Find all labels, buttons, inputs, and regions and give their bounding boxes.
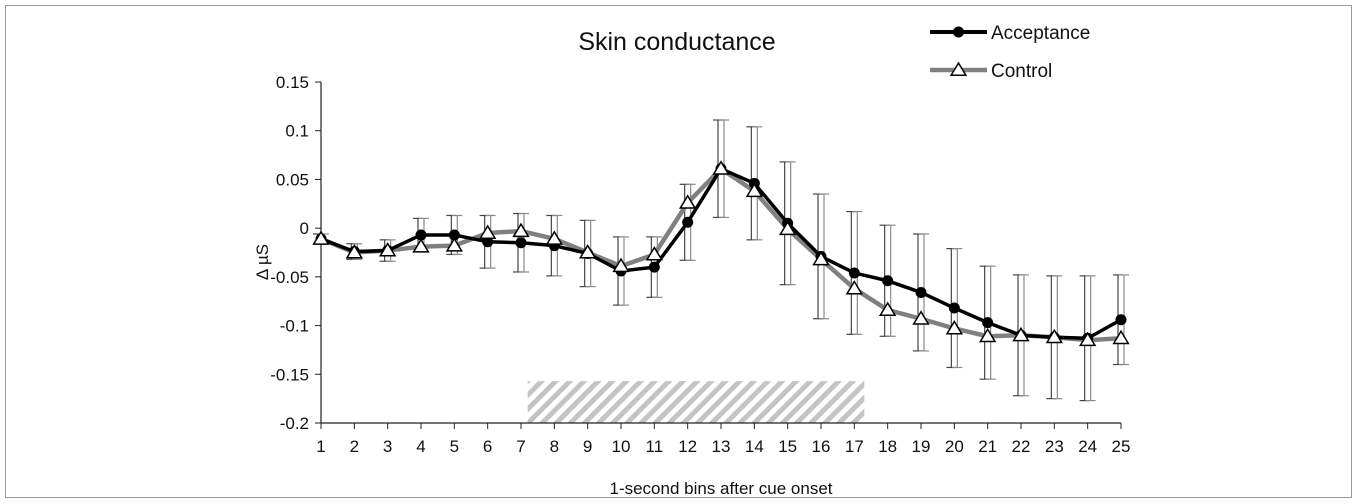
control-point [612, 257, 630, 273]
control-point [1112, 329, 1130, 345]
shaded-region [527, 381, 865, 423]
x-tick-label: 10 [612, 437, 631, 456]
control-point [645, 245, 664, 261]
control-point [978, 327, 997, 343]
y-axis-label: Δ µS [253, 244, 272, 280]
acceptance-series-line [320, 166, 1122, 340]
control-point [945, 320, 964, 335]
x-tick-label: 1 [316, 437, 325, 456]
x-tick-label: 13 [712, 437, 731, 456]
x-tick-label: 7 [516, 437, 525, 456]
x-tick-label: 8 [550, 437, 559, 456]
y-tick-label: 0.15 [276, 73, 309, 92]
x-tick-label: 15 [778, 437, 797, 456]
legend-acceptance-marker [953, 26, 964, 38]
x-tick-label: 11 [646, 437, 664, 456]
control-point [778, 220, 797, 236]
control-point [578, 244, 597, 259]
x-tick-label: 20 [945, 437, 964, 456]
control-point [378, 242, 397, 257]
acceptance-point [1115, 314, 1127, 326]
control-point [845, 280, 864, 295]
x-tick-label: 21 [978, 437, 997, 456]
acceptance-point [482, 236, 494, 248]
acceptance-point [682, 216, 694, 228]
x-tick-label: 16 [812, 437, 831, 456]
x-tick-label: 25 [1112, 437, 1131, 456]
acceptance-point [882, 275, 894, 287]
y-tick-label: 0.05 [276, 170, 309, 189]
x-tick-label: 23 [1045, 437, 1064, 456]
x-axis-label: 1-second bins after cue onset [609, 479, 832, 498]
control-point [445, 237, 464, 252]
x-tick-label: 18 [878, 437, 897, 456]
control-point [745, 182, 764, 198]
y-tick-label: -0.05 [270, 268, 309, 287]
y-tick-label: -0.15 [270, 365, 309, 384]
y-tick-label: 0.1 [285, 122, 309, 141]
control-series-line [320, 166, 1122, 343]
x-tick-label: 22 [1012, 437, 1031, 456]
x-tick-label: 17 [845, 437, 864, 456]
control-point [478, 224, 497, 240]
acceptance-point [948, 302, 960, 314]
legend-acceptance-label: Acceptance [991, 23, 1090, 44]
x-tick-label: 9 [583, 437, 592, 456]
x-tick-label: 6 [483, 437, 492, 456]
x-tick-label: 5 [450, 437, 459, 456]
control-point [512, 222, 530, 238]
y-tick-label: -0.2 [280, 414, 309, 433]
acceptance-point [848, 267, 860, 279]
x-tick-label: 19 [912, 437, 931, 456]
acceptance-point [982, 317, 994, 329]
control-point [545, 230, 564, 245]
acceptance-point [648, 261, 660, 273]
legend-control-label: Control [991, 61, 1052, 82]
control-point [312, 230, 330, 245]
y-tick-label: 0 [300, 219, 309, 238]
control-point [912, 310, 930, 325]
x-tick-label: 14 [745, 437, 764, 456]
acceptance-point [515, 237, 527, 249]
control-point [1078, 331, 1097, 347]
control-point [1045, 328, 1064, 344]
x-tick-label: 12 [678, 437, 697, 456]
x-tick-label: 3 [383, 437, 392, 456]
x-tick-label: 4 [416, 437, 425, 456]
control-point [345, 244, 364, 259]
control-point [878, 301, 897, 316]
chart-title: Skin conductance [578, 28, 775, 56]
control-point [712, 160, 730, 175]
control-point [812, 250, 830, 266]
x-tick-label: 24 [1078, 437, 1097, 456]
y-tick-label: -0.1 [280, 317, 309, 336]
legend-control-marker [949, 61, 968, 76]
acceptance-point [915, 286, 927, 298]
control-point [678, 194, 697, 209]
x-tick-label: 2 [350, 437, 359, 456]
control-point [1012, 326, 1030, 342]
acceptance-point [415, 229, 427, 241]
acceptance-point [448, 229, 460, 241]
control-point [412, 238, 430, 253]
